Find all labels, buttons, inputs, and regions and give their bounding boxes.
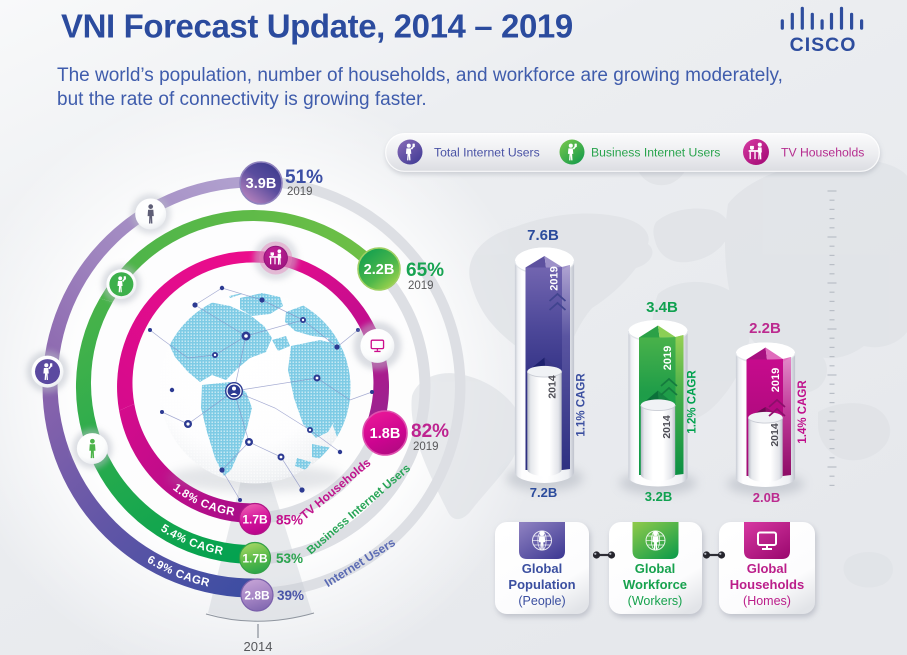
svg-text:2.8B: 2.8B [244, 589, 270, 603]
svg-text:2.0B: 2.0B [753, 490, 780, 505]
svg-text:3.9B: 3.9B [246, 176, 277, 192]
svg-text:53%: 53% [276, 551, 303, 566]
svg-text:Global: Global [522, 561, 562, 576]
svg-text:2019: 2019 [413, 441, 439, 453]
svg-text:2014: 2014 [244, 639, 273, 654]
svg-text:7.6B: 7.6B [527, 227, 559, 244]
svg-text:Global: Global [747, 561, 787, 576]
svg-text:7.2B: 7.2B [530, 485, 557, 500]
svg-text:Global: Global [635, 561, 675, 576]
svg-text:2.2B: 2.2B [364, 262, 395, 278]
svg-text:1.8B: 1.8B [370, 426, 401, 442]
svg-text:but the rate of connectivity i: but the rate of connectivity is growing … [57, 89, 427, 110]
svg-text:TV Households: TV Households [781, 146, 864, 160]
svg-text:39%: 39% [277, 588, 304, 603]
svg-text:2019: 2019 [549, 266, 561, 290]
svg-text:2014: 2014 [547, 375, 559, 399]
svg-text:VNI Forecast Update, 2014 – 20: VNI Forecast Update, 2014 – 2019 [61, 8, 573, 45]
svg-text:1.7B: 1.7B [242, 552, 268, 566]
svg-text:3.2B: 3.2B [645, 489, 672, 504]
svg-text:2019: 2019 [408, 280, 434, 292]
svg-text:2014: 2014 [769, 423, 781, 447]
svg-text:(Homes): (Homes) [743, 594, 791, 608]
svg-text:2019: 2019 [662, 346, 674, 370]
svg-text:85%: 85% [276, 513, 303, 528]
svg-text:2019: 2019 [770, 368, 782, 392]
svg-text:(Workers): (Workers) [628, 594, 683, 608]
svg-text:Households: Households [730, 577, 804, 592]
svg-text:Population: Population [508, 577, 575, 592]
svg-text:(People): (People) [518, 594, 565, 608]
svg-text:82%: 82% [411, 421, 449, 442]
svg-text:1.4% CAGR: 1.4% CAGR [797, 380, 809, 444]
svg-text:Business Internet Users: Business Internet Users [591, 146, 720, 160]
svg-text:Workforce: Workforce [623, 577, 687, 592]
svg-text:The world’s population, number: The world’s population, number of househ… [57, 65, 783, 86]
svg-text:2014: 2014 [661, 415, 673, 439]
svg-text:51%: 51% [285, 167, 323, 188]
svg-text:Total Internet Users: Total Internet Users [434, 146, 540, 160]
svg-text:2019: 2019 [287, 186, 313, 198]
svg-text:2.2B: 2.2B [749, 320, 781, 337]
svg-text:CISCO: CISCO [790, 34, 857, 56]
svg-text:1.1% CAGR: 1.1% CAGR [576, 373, 588, 437]
svg-text:3.4B: 3.4B [646, 299, 678, 316]
svg-text:1.2% CAGR: 1.2% CAGR [687, 370, 699, 434]
svg-text:65%: 65% [406, 260, 444, 281]
svg-text:1.7B: 1.7B [242, 513, 268, 527]
